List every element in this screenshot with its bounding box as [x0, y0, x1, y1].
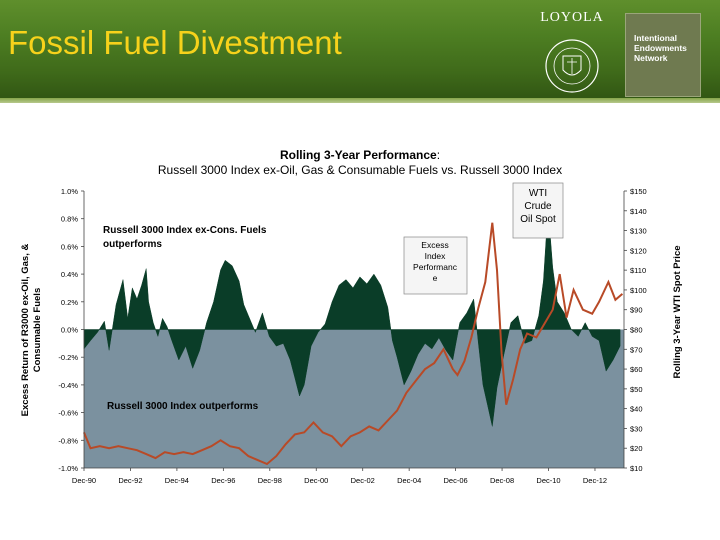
left-tick-label: 0.6% [61, 242, 78, 251]
right-tick-label: $40 [630, 405, 643, 414]
x-tick-label: Dec-96 [211, 476, 235, 485]
right-tick-label: $150 [630, 187, 647, 196]
excess-return-area [83, 207, 621, 427]
y-left-axis-title: Excess Return of R3000 ex-Oil, Gas, &Con… [20, 244, 43, 417]
right-tick-label: $140 [630, 207, 647, 216]
left-tick-label: -1.0% [58, 464, 78, 473]
x-tick-label: Dec-08 [490, 476, 514, 485]
banner-divider [0, 98, 720, 103]
partner-logo-box: Intentional Endowments Network [625, 13, 701, 97]
left-tick-label: -0.8% [58, 436, 78, 445]
right-tick-label: $100 [630, 286, 647, 295]
loyola-logo-text: LOYOLA [540, 10, 604, 25]
plot-layer [83, 207, 624, 468]
upper-region-annotation: Russell 3000 Index ex-Cons. Fuels outperf… [103, 225, 267, 250]
lower-region-annotation: Russell 3000 Index outperforms [107, 401, 259, 412]
x-tick-label: Dec-00 [304, 476, 328, 485]
oil-callout-box [512, 182, 564, 239]
x-tick-label: Dec-94 [165, 476, 189, 485]
right-tick-label: $50 [630, 385, 643, 394]
right-tick-label: $30 [630, 424, 643, 433]
right-tick-label: $80 [630, 326, 643, 335]
slide-title: Fossil Fuel Divestment [8, 24, 342, 61]
x-tick-label: Dec-92 [118, 476, 142, 485]
right-tick-label: $10 [630, 464, 643, 473]
right-tick-label: $60 [630, 365, 643, 374]
title-banner [0, 0, 720, 103]
right-tick-label: $120 [630, 246, 647, 255]
left-tick-label: 0.4% [61, 270, 78, 279]
excess-callout-label: Excess Index Performanc e [413, 240, 458, 283]
left-tick-label: -0.4% [58, 381, 78, 390]
x-tick-label: Dec-12 [583, 476, 607, 485]
chart-title: Rolling 3-Year Performance: [0, 148, 720, 162]
y-right-axis-title: Rolling 3-Year WTI Spot Price [672, 245, 683, 378]
x-tick-label: Dec-10 [536, 476, 560, 485]
x-tick-label: Dec-02 [351, 476, 375, 485]
plot-lower-background [84, 329, 624, 468]
left-tick-label: 0.0% [61, 326, 78, 335]
left-tick-label: -0.6% [58, 409, 78, 418]
x-tick-label: Dec-90 [72, 476, 96, 485]
loyola-seal-logo [545, 39, 599, 93]
wti-oil-price-line [83, 222, 624, 466]
right-tick-label: $70 [630, 345, 643, 354]
partner-logo-text: Intentional Endowments Network [634, 33, 687, 63]
axis-layer: 1.0% 0.8% 0.6% 0.4% 0.2% 0.0% -0.2% -0.4% -0.6% -… [20, 187, 683, 485]
right-tick-label: $130 [630, 227, 647, 236]
left-tick-label: 1.0% [61, 187, 78, 196]
right-tick-label: $110 [630, 266, 646, 275]
chart-subtitle: Russell 3000 Index ex-Oil, Gas & Consuma… [157, 163, 563, 177]
left-tick-label: -0.2% [58, 353, 78, 362]
excess-callout-box [403, 236, 468, 295]
chart-title-bold: Rolling 3-Year Performance [279, 148, 437, 162]
annotation-layer: Russell 3000 Index ex-Cons. Fuels outperf… [103, 182, 564, 412]
right-tick-label: $20 [630, 444, 643, 453]
oil-callout-label: WTI Crude Oil Spot [520, 188, 556, 225]
x-tick-label: Dec-06 [444, 476, 468, 485]
left-tick-label: 0.2% [61, 298, 78, 307]
x-tick-label: Dec-98 [258, 476, 282, 485]
right-tick-label: $90 [630, 306, 643, 315]
left-tick-label: 0.8% [61, 215, 78, 224]
chart-title-colon: : [436, 148, 441, 162]
x-tick-label: Dec-04 [397, 476, 421, 485]
